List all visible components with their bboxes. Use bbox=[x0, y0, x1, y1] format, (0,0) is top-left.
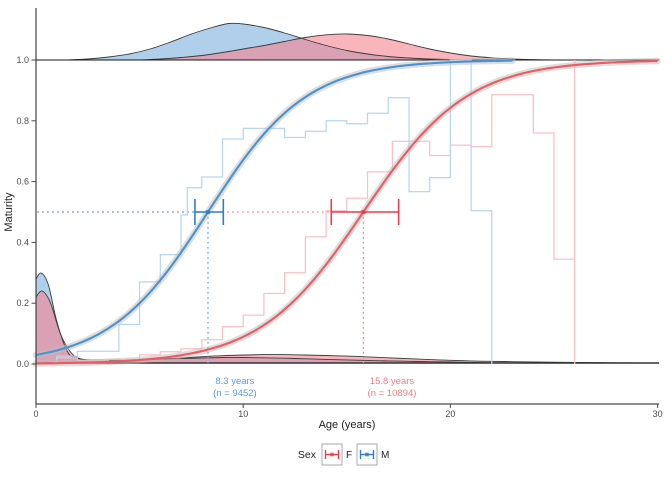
y-tick-label: 0.6 bbox=[16, 177, 29, 187]
bottom-density-f-area-fill bbox=[36, 290, 658, 363]
m-empirical-step bbox=[36, 59, 493, 365]
x-axis-title: Age (years) bbox=[319, 419, 376, 431]
legend-key-f-glyph-point bbox=[330, 452, 334, 457]
legend-title: Sex bbox=[298, 449, 317, 461]
bottom-density-f-outline bbox=[35, 290, 658, 364]
y-tick-label: 0.2 bbox=[16, 298, 29, 308]
a50-f-label-age: 15.8 years bbox=[370, 376, 415, 387]
top-density-f-outline bbox=[139, 33, 555, 61]
x-tick-label: 30 bbox=[653, 409, 663, 419]
top-density-f-area-fill bbox=[139, 33, 554, 60]
a50-m-point bbox=[205, 210, 210, 214]
x-tick-label: 20 bbox=[445, 409, 455, 419]
y-tick-label: 1.0 bbox=[16, 55, 29, 65]
legend-key-f-label: F bbox=[346, 450, 352, 461]
m-curve-ribbon bbox=[32, 57, 516, 359]
f-fitted-curve bbox=[35, 59, 658, 365]
a50-f-point bbox=[361, 210, 366, 214]
top-density-m-area-fill bbox=[67, 23, 472, 60]
a50-f-label-n: (n = 10894) bbox=[368, 388, 417, 399]
y-tick-label: 0.4 bbox=[16, 237, 29, 247]
y-axis-title: Maturity bbox=[3, 192, 15, 232]
top-density-m-outline bbox=[67, 22, 472, 61]
y-tick-label: 0.8 bbox=[16, 116, 29, 126]
legend-key-m-label: M bbox=[381, 450, 389, 461]
legend-key-m-glyph-point bbox=[365, 452, 369, 457]
bottom-density-m-outline bbox=[35, 272, 503, 364]
x-tick-label: 10 bbox=[238, 409, 248, 419]
x-tick-label: 0 bbox=[33, 409, 38, 419]
a50-m-label-age: 8.3 years bbox=[215, 376, 254, 387]
a50-m-label-n: (n = 9452) bbox=[213, 388, 257, 399]
m-fitted-curve bbox=[35, 59, 513, 357]
y-tick-label: 0.0 bbox=[16, 359, 29, 369]
f-empirical-step bbox=[52, 60, 576, 364]
